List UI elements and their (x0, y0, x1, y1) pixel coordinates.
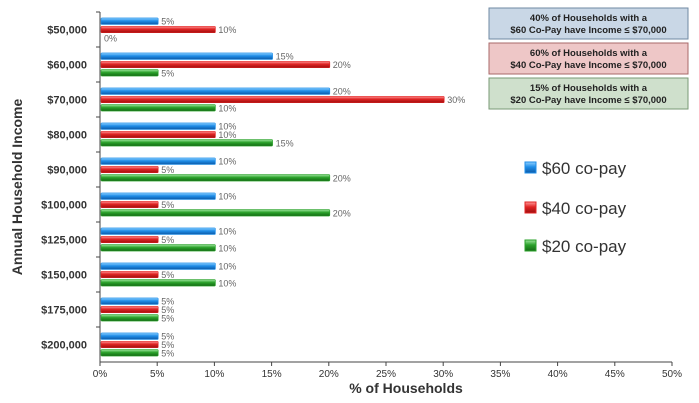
data-label: 5% (161, 340, 174, 350)
data-label: 20% (333, 60, 351, 70)
y-tick-label: $100,000 (41, 200, 87, 212)
annotation-box (488, 77, 689, 110)
data-label: 10% (218, 278, 236, 288)
annotation-line-2: $20 Co-Pay have Income ≤ $70,000 (510, 95, 666, 106)
legend-label: $20 co-pay (542, 237, 627, 256)
data-label: 10% (218, 243, 236, 253)
x-tick-label: 35% (490, 369, 510, 380)
bar-40-co-pay (100, 270, 159, 279)
data-label: 5% (161, 348, 174, 358)
bar-20-co-pay (100, 139, 273, 147)
bar-60-co-pay (100, 52, 273, 60)
bar-20-co-pay (100, 279, 216, 287)
bar-60-co-pay (100, 157, 216, 165)
bar-40-co-pay (100, 305, 159, 314)
data-label: 5% (161, 270, 174, 280)
data-label: 20% (333, 173, 351, 183)
data-label: 5% (161, 235, 174, 245)
y-tick-label: $70,000 (47, 95, 87, 107)
bar-20-co-pay (100, 349, 159, 357)
bar-40-co-pay (100, 95, 445, 104)
data-label: 5% (161, 17, 174, 27)
legend-swatch (524, 239, 537, 252)
bar-40-co-pay (100, 235, 159, 244)
annotation-box (488, 42, 689, 75)
data-label: 30% (447, 95, 465, 105)
data-label: 5% (161, 200, 174, 210)
x-tick-label: 0% (93, 369, 108, 380)
y-tick-label: $50,000 (47, 25, 87, 37)
y-tick-label: $60,000 (47, 60, 87, 72)
data-label: 10% (218, 262, 236, 272)
x-tick-label: 50% (662, 369, 682, 380)
y-tick-label: $80,000 (47, 130, 87, 142)
bar-20-co-pay (100, 69, 159, 77)
y-tick-label: $150,000 (41, 270, 87, 282)
data-label: 10% (218, 25, 236, 35)
data-label: 20% (333, 208, 351, 218)
annotation-box (488, 7, 689, 40)
x-tick-label: 45% (605, 369, 625, 380)
bar-40-co-pay (100, 130, 216, 139)
bar-40-co-pay (100, 165, 159, 174)
data-label: 15% (276, 52, 294, 62)
y-tick-label: $200,000 (41, 340, 87, 352)
y-tick-label: $90,000 (47, 165, 87, 177)
bar-60-co-pay (100, 192, 216, 200)
data-label: 15% (276, 138, 294, 148)
data-label: 5% (161, 68, 174, 78)
bar-20-co-pay (100, 174, 331, 182)
annotation-line-2: $40 Co-Pay have Income ≤ $70,000 (510, 60, 666, 71)
bar-60-co-pay (100, 87, 331, 95)
y-tick-label: $125,000 (41, 235, 87, 247)
bar-20-co-pay (100, 104, 216, 112)
bar-20-co-pay (100, 209, 331, 217)
x-axis-title: % of Households (349, 380, 463, 396)
legend-label: $40 co-pay (542, 199, 627, 218)
x-tick-label: 30% (433, 369, 453, 380)
data-label: 5% (161, 297, 174, 307)
bar-40-co-pay (100, 60, 331, 69)
annotation-line-1: 60% of Households with a (530, 48, 648, 59)
bar-60-co-pay (100, 17, 159, 25)
x-tick-label: 40% (548, 369, 568, 380)
bar-20-co-pay (100, 244, 216, 252)
data-label: 0% (104, 33, 117, 43)
bar-40-co-pay (100, 340, 159, 349)
data-label: 10% (218, 157, 236, 167)
bar-60-co-pay (100, 122, 216, 130)
data-label: 5% (161, 332, 174, 342)
bar-40-co-pay (100, 200, 159, 209)
annotation-line-2: $60 Co-Pay have Income ≤ $70,000 (510, 25, 666, 36)
bar-20-co-pay (100, 314, 159, 322)
legend-swatch (524, 161, 537, 174)
legend-label: $60 co-pay (542, 159, 627, 178)
x-tick-label: 15% (262, 369, 282, 380)
x-tick-label: 25% (376, 369, 396, 380)
data-label: 5% (161, 305, 174, 315)
x-tick-label: 5% (150, 369, 165, 380)
bar-60-co-pay (100, 262, 216, 270)
data-label: 5% (161, 165, 174, 175)
data-label: 20% (333, 87, 351, 97)
x-tick-label: 20% (319, 369, 339, 380)
bar-60-co-pay (100, 297, 159, 305)
data-label: 10% (218, 227, 236, 237)
bar-60-co-pay (100, 332, 159, 340)
data-label: 10% (218, 130, 236, 140)
annotation-line-1: 40% of Households with a (530, 13, 648, 24)
bar-60-co-pay (100, 227, 216, 235)
bar-40-co-pay (100, 25, 216, 34)
legend-swatch (524, 201, 537, 214)
x-tick-label: 10% (204, 369, 224, 380)
y-tick-label: $175,000 (41, 305, 87, 317)
annotation-line-1: 15% of Households with a (530, 83, 648, 94)
data-label: 10% (218, 192, 236, 202)
data-label: 5% (161, 313, 174, 323)
data-label: 10% (218, 122, 236, 132)
data-label: 10% (218, 103, 236, 113)
y-axis-title: Annual Household Income (9, 99, 25, 276)
